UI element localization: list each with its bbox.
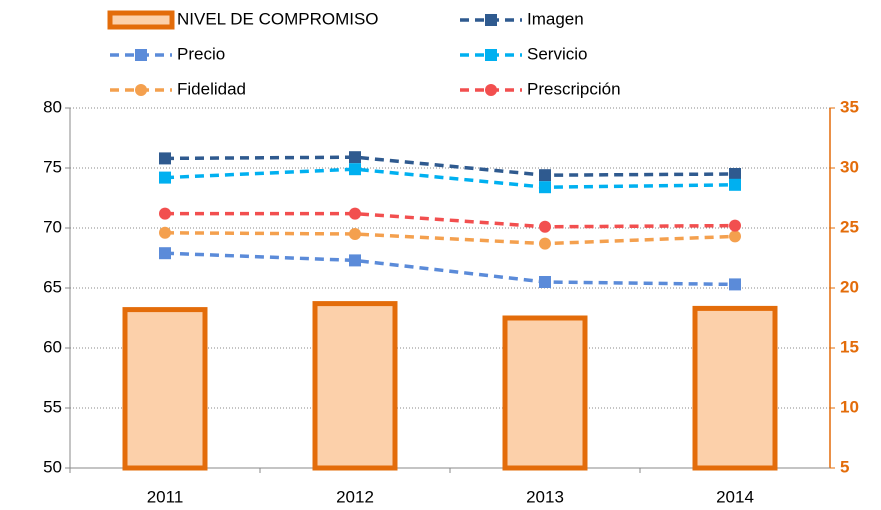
legend-label: NIVEL DE COMPROMISO xyxy=(177,9,379,28)
point xyxy=(349,228,361,240)
point xyxy=(729,278,741,291)
point xyxy=(539,237,551,250)
point xyxy=(539,220,551,233)
y2-tick-label: 5 xyxy=(840,457,849,476)
bar xyxy=(502,315,588,471)
bar xyxy=(692,305,778,471)
point xyxy=(729,219,741,232)
y-tick-label: 80 xyxy=(43,97,62,116)
legend-label: Imagen xyxy=(527,9,584,28)
y2-tick-label: 30 xyxy=(840,157,859,176)
point xyxy=(349,151,361,164)
point xyxy=(349,254,361,267)
point xyxy=(539,276,551,288)
legend-label: Precio xyxy=(177,44,225,63)
bar xyxy=(122,307,208,471)
legend-label: Fidelidad xyxy=(177,79,246,98)
y2-tick-label: 15 xyxy=(840,337,859,356)
point xyxy=(159,207,171,220)
point xyxy=(729,168,741,180)
x-tick-label: 2011 xyxy=(147,487,184,506)
point xyxy=(539,169,551,182)
y-tick-label: 65 xyxy=(43,277,62,296)
legend-swatch xyxy=(107,10,175,30)
point xyxy=(159,247,171,260)
point xyxy=(539,181,551,194)
legend-marker xyxy=(135,84,147,96)
point xyxy=(159,171,171,184)
y-tick-label: 60 xyxy=(43,337,62,356)
y2-tick-label: 35 xyxy=(840,97,859,116)
legend-marker xyxy=(485,49,497,61)
y-tick-label: 70 xyxy=(43,217,62,236)
x-tick-label: 2014 xyxy=(716,487,754,506)
point xyxy=(349,207,361,220)
line xyxy=(164,167,736,189)
y-tick-label: 50 xyxy=(43,457,62,476)
point xyxy=(349,163,361,176)
point xyxy=(729,178,741,191)
x-tick-label: 2013 xyxy=(526,487,564,506)
y-tick-label: 75 xyxy=(43,157,62,176)
legend-marker xyxy=(485,84,497,96)
line xyxy=(164,155,736,177)
legend-marker xyxy=(135,49,147,61)
y2-tick-label: 25 xyxy=(840,217,859,236)
legend-label: Prescripción xyxy=(527,79,621,98)
line xyxy=(164,231,736,246)
y-tick-label: 55 xyxy=(43,397,62,416)
bar xyxy=(312,301,398,471)
legend-label: Servicio xyxy=(527,44,587,63)
legend-marker xyxy=(485,14,497,26)
x-tick-label: 2012 xyxy=(336,487,374,506)
point xyxy=(159,226,171,239)
line xyxy=(165,211,736,229)
y2-tick-label: 10 xyxy=(840,397,859,416)
line xyxy=(164,251,736,287)
y2-tick-label: 20 xyxy=(840,277,859,296)
point xyxy=(159,152,171,165)
point xyxy=(729,230,741,243)
